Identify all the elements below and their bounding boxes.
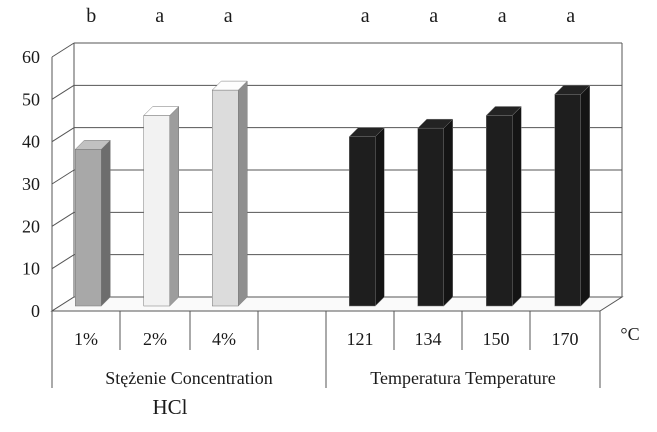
bar-front <box>212 89 239 307</box>
bar-side <box>101 139 111 307</box>
bar-side <box>169 105 179 307</box>
temperature-unit: °C <box>620 324 639 344</box>
x-tick-label: 2% <box>143 329 167 349</box>
significance-letter: a <box>566 5 575 27</box>
y-tick-label: 20 <box>22 216 40 236</box>
significance-letter: b <box>86 5 96 27</box>
side-wall-line <box>51 254 75 270</box>
side-wall-line <box>51 211 75 227</box>
bar-front <box>75 149 102 307</box>
bar-front <box>554 94 581 307</box>
significance-letter: a <box>155 5 164 27</box>
significance-letter: a <box>498 5 507 27</box>
bars <box>74 80 591 307</box>
bar-top <box>417 118 454 129</box>
significance-letter: a <box>361 5 370 27</box>
side-wall-line <box>51 84 75 100</box>
bar-side <box>238 80 248 307</box>
bar-top <box>211 80 248 91</box>
side-wall-line <box>51 169 75 185</box>
bar-top <box>485 106 522 116</box>
x-tick-label: 150 <box>483 329 510 349</box>
x-tick-label: 134 <box>415 329 442 349</box>
bar-top <box>74 140 111 150</box>
bar-front <box>349 136 376 307</box>
significance-letter: a <box>429 5 438 27</box>
bar-top <box>143 106 180 116</box>
y-tick-label: 30 <box>22 174 40 194</box>
bar-side <box>580 84 590 307</box>
chart-walls <box>50 43 624 312</box>
x-tick-label: 4% <box>212 329 236 349</box>
bar-front <box>486 115 513 307</box>
side-wall-line <box>51 127 75 143</box>
bar-side <box>512 105 522 307</box>
x-tick-label: 121 <box>347 329 374 349</box>
x-tick-label: 1% <box>74 329 98 349</box>
y-axis-ticks: 0 10 20 30 40 50 60 <box>22 47 40 321</box>
side-wall-line <box>51 42 75 58</box>
gridlines <box>51 42 622 312</box>
y-tick-label: 10 <box>22 259 40 279</box>
chart-floor <box>50 296 624 312</box>
bar-top <box>348 127 385 137</box>
y-tick-label: 40 <box>22 132 40 152</box>
bar-front <box>143 115 170 307</box>
y-tick-label: 60 <box>22 47 40 67</box>
y-tick-label: 0 <box>31 301 40 321</box>
x-axis: 1% 2% 4% 121 134 150 170 Stężenie Concentration… <box>51 311 640 419</box>
significance-letter: a <box>224 5 233 27</box>
group-label-temperature: Temperatura Temperature <box>370 368 556 388</box>
group-sublabel-hcl: HCl <box>152 395 187 419</box>
bar-side <box>375 127 385 307</box>
bar-top <box>554 85 591 95</box>
group-label-concentration: Stężenie Concentration <box>105 368 272 388</box>
bar-front <box>417 127 444 307</box>
y-tick-label: 50 <box>22 89 40 109</box>
x-tick-label: 170 <box>552 329 579 349</box>
bar-side <box>443 118 453 307</box>
